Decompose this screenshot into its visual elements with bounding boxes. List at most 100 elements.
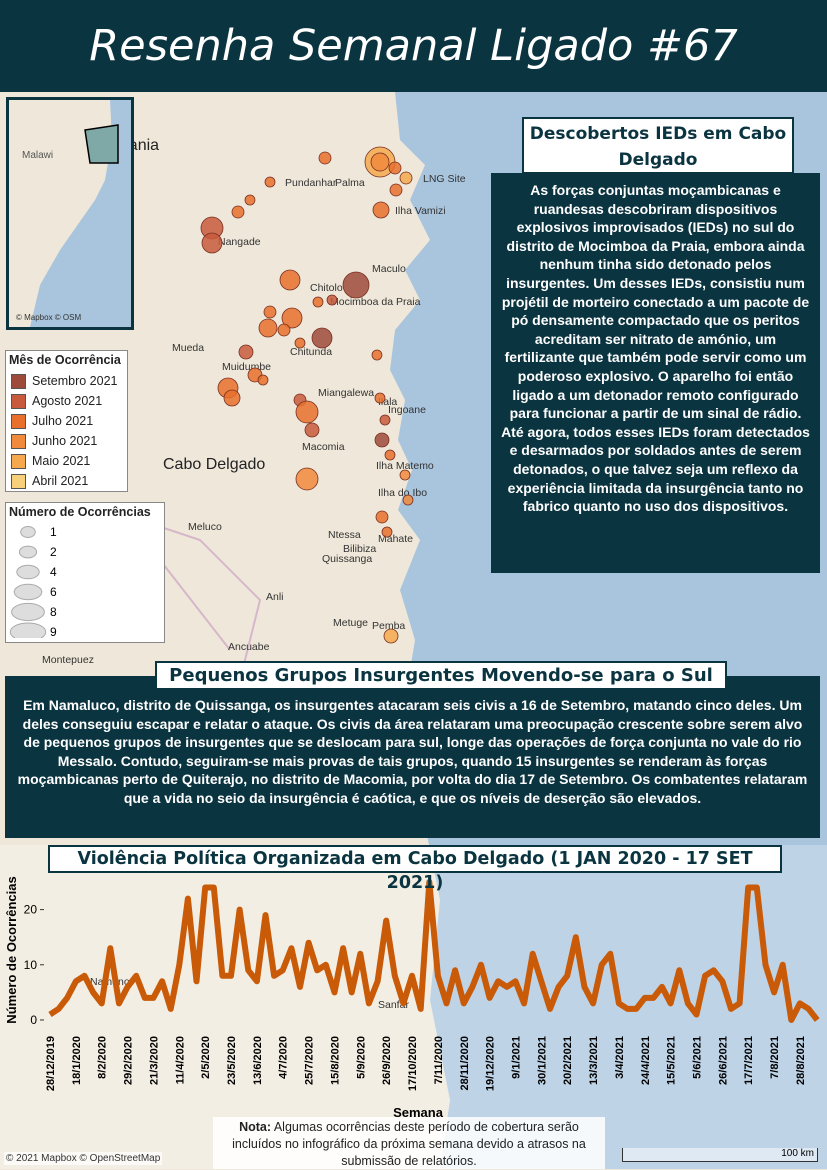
incident-marker xyxy=(379,414,391,426)
x-tick-label: 20/2/2021 xyxy=(562,1036,574,1085)
x-axis-label: Semana xyxy=(393,1105,444,1120)
x-tick-label: 5/9/2020 xyxy=(355,1036,367,1079)
map-label: Anli xyxy=(266,591,284,603)
legend-label: 8 xyxy=(50,605,57,619)
incident-marker xyxy=(383,628,399,644)
map-label: Nangade xyxy=(218,236,261,248)
x-tick-label: 28/12/2019 xyxy=(45,1036,57,1091)
note: Nota: Algumas ocorrências deste período … xyxy=(213,1117,605,1169)
incident-marker xyxy=(277,323,291,337)
x-tick-label: 25/7/2020 xyxy=(304,1036,316,1085)
x-tick-label: 11/4/2020 xyxy=(174,1036,186,1084)
incident-marker xyxy=(370,152,390,172)
x-tick-label: 13/6/2020 xyxy=(252,1036,264,1085)
incident-marker xyxy=(264,176,276,188)
legend-item: Junho 2021 xyxy=(11,431,127,451)
incident-marker xyxy=(258,318,278,338)
map-label: Pemba xyxy=(372,620,405,632)
incident-marker xyxy=(223,389,241,407)
chart-title: Violência Política Organizada em Cabo De… xyxy=(48,845,782,893)
legend-swatch xyxy=(11,393,26,409)
scale-bar: 100 km xyxy=(622,1148,818,1162)
x-tick-label: 23/5/2020 xyxy=(226,1036,238,1085)
legend-label: Julho 2021 xyxy=(32,414,94,428)
incident-marker xyxy=(375,510,389,524)
inset-label: Malawi xyxy=(22,150,53,161)
incident-marker xyxy=(389,183,403,197)
map-label: Ingoane xyxy=(388,404,426,416)
ied-title: Descobertos IEDs em Cabo Delgado xyxy=(522,117,794,174)
map-label: Ilha do Ibo xyxy=(378,487,427,499)
incident-marker xyxy=(381,526,393,538)
count-legend: Número de Ocorrências 1 2 4 6 8 9 xyxy=(5,502,165,643)
incident-marker xyxy=(374,392,386,404)
legend-size xyxy=(13,583,43,601)
note-label: Nota: xyxy=(239,1120,272,1134)
map-label: Palma xyxy=(335,177,365,189)
ied-text: As forças conjuntas moçambicanas e ruand… xyxy=(491,173,820,573)
incident-marker xyxy=(311,327,333,349)
incident-marker xyxy=(304,422,320,438)
legend-swatch xyxy=(11,453,26,469)
incident-marker xyxy=(342,271,370,299)
attribution: © 2021 Mapbox © OpenStreetMap xyxy=(4,1152,163,1165)
incident-marker xyxy=(231,205,245,219)
border xyxy=(139,519,262,681)
incident-marker xyxy=(399,469,411,481)
map-label: Macomia xyxy=(302,441,345,453)
legend-label: 6 xyxy=(50,585,57,599)
incident-marker xyxy=(238,344,254,360)
chart: 0 10 20 Número de Ocorrências Semana 28/12/20… xyxy=(4,876,820,1120)
legend-label: 4 xyxy=(50,565,57,579)
map-label: Bilibiza xyxy=(343,543,376,555)
x-tick-label: 19/12/2020 xyxy=(485,1036,497,1091)
x-tick-label: 21/3/2020 xyxy=(148,1036,160,1085)
header: Resenha Semanal Ligado #67 xyxy=(0,0,827,92)
x-tick-label: 7/11/2020 xyxy=(433,1036,445,1084)
legend-label: 9 xyxy=(50,625,57,638)
legend-item: Agosto 2021 xyxy=(11,391,127,411)
incident-marker xyxy=(326,294,338,306)
map-label: Namuno xyxy=(90,976,130,988)
x-tick-label: 13/3/2021 xyxy=(588,1036,600,1085)
x-tick-label: 30/1/2021 xyxy=(536,1036,548,1085)
incident-marker xyxy=(372,201,390,219)
map-label: Ntessa xyxy=(328,529,361,541)
legend-swatch xyxy=(11,413,26,429)
legend-size xyxy=(11,602,45,622)
x-tick-label: 7/8/2021 xyxy=(769,1036,781,1079)
x-tick-label: 28/8/2021 xyxy=(795,1036,807,1085)
legend-label: 2 xyxy=(50,545,57,559)
incident-marker xyxy=(399,171,413,185)
x-tick-label: 9/1/2021 xyxy=(510,1036,522,1079)
legend-size xyxy=(16,564,40,580)
map-label: Mocimboa da Praia xyxy=(330,296,421,308)
incident-marker xyxy=(295,400,319,424)
legend-swatch xyxy=(11,473,26,489)
series-line xyxy=(48,879,820,1023)
map-label: Muidumbe xyxy=(222,361,271,373)
y-tick-label: 10 xyxy=(24,958,38,972)
x-tick-label: 4/7/2020 xyxy=(278,1036,290,1079)
incident-marker xyxy=(295,467,319,491)
legend-label: 1 xyxy=(50,525,57,539)
legend-swatch xyxy=(11,433,26,449)
map-label: Mueda xyxy=(172,342,204,354)
inset-map: Malawi © Mapbox © OSM xyxy=(6,97,134,330)
x-tick-label: 26/9/2020 xyxy=(381,1036,393,1085)
map-label: Chitolo xyxy=(310,282,343,294)
x-tick-label: 8/2/2020 xyxy=(97,1036,109,1079)
legend-label: Maio 2021 xyxy=(32,454,91,468)
incident-marker xyxy=(244,194,256,206)
incident-marker xyxy=(374,432,390,448)
incident-marker xyxy=(279,269,301,291)
x-tick-label: 18/1/2020 xyxy=(71,1036,83,1085)
legend-item: Setembro 2021 xyxy=(11,371,127,391)
legend-swatch xyxy=(11,373,26,389)
x-tick-label: 17/10/2020 xyxy=(407,1036,419,1091)
map-label: Maculo xyxy=(372,263,406,275)
map-label: Metuge xyxy=(333,617,368,629)
note-text: Algumas ocorrências deste período de cob… xyxy=(232,1120,586,1168)
legend-size xyxy=(18,545,38,559)
y-tick-label: 20 xyxy=(24,903,38,917)
